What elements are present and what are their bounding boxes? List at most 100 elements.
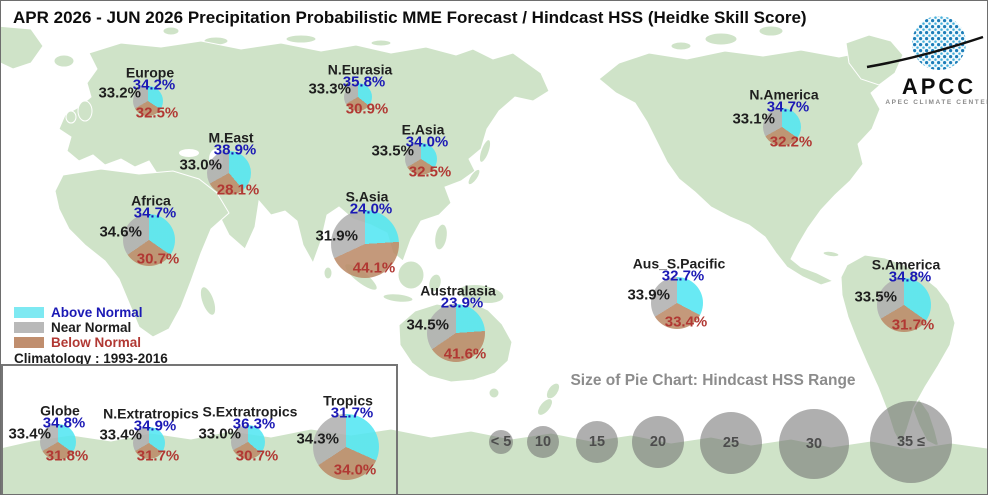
pie-above-value-s-america: 34.8%: [888, 268, 932, 286]
pie-near-value-n-america: 33.1%: [732, 110, 775, 128]
pie-below-value-europe: 32.5%: [135, 104, 179, 122]
probability-legend: Above Normal Near Normal Below Normal Cl…: [14, 305, 168, 366]
landmass-ireland: [65, 110, 77, 124]
landmass-java: [382, 293, 414, 303]
pie-above-value-s-asia: 24.0%: [349, 200, 393, 218]
pie-near-value-s-america: 33.5%: [854, 288, 897, 306]
size-legend-circle-1: 10: [527, 426, 559, 458]
pie-near-value-australasia: 34.5%: [406, 316, 449, 334]
landmass-canadian-arctic-2: [758, 25, 784, 37]
pie-n-america: [763, 108, 801, 146]
landmass-svalbard: [162, 26, 180, 36]
pie-region-label-e-asia: E.Asia: [401, 121, 445, 138]
pie-above-value-m-east: 38.9%: [213, 141, 257, 159]
pie-below-value-m-east: 28.1%: [216, 181, 260, 199]
size-legend-circle-0: < 5: [489, 430, 513, 454]
above-normal-swatch: [14, 307, 44, 318]
pie-region-label-s-extratropics: S.Extratropics: [202, 403, 298, 420]
pie-region-label-n-america: N.America: [749, 86, 819, 103]
legend-item-below: Below Normal: [14, 335, 168, 350]
pie-near-value-europe: 33.2%: [98, 84, 141, 102]
landmass-borneo: [397, 260, 425, 290]
landmass-canadian-arctic-1: [704, 32, 738, 46]
pie-above-value-australasia: 23.9%: [440, 294, 484, 312]
pie-below-value-africa: 30.7%: [136, 250, 180, 268]
landmass-iceland: [53, 54, 75, 68]
pie-n-eurasia: [344, 83, 372, 111]
pie-region-label-australasia: Australasia: [420, 282, 496, 299]
pie-below-value-n-extratropics: 31.7%: [136, 447, 180, 465]
climatology-note: Climatology : 1993-2016: [14, 351, 168, 366]
landmass-philippines: [434, 223, 448, 251]
landmass-japan-north: [478, 139, 492, 163]
legend-item-near: Near Normal: [14, 320, 168, 335]
size-legend-circle-2: 15: [576, 421, 618, 463]
apcc-logo-text: APCC: [902, 74, 976, 99]
pie-above-value-s-extratropics: 36.3%: [232, 415, 276, 433]
legend-item-above: Above Normal: [14, 305, 168, 320]
landmass-madagascar: [199, 286, 217, 316]
pie-region-label-globe: Globe: [40, 402, 80, 419]
pie-region-label-s-asia: S.Asia: [345, 188, 389, 205]
landmass-britain: [77, 100, 93, 122]
pie-near-value-globe: 33.4%: [8, 425, 51, 443]
pie-near-value-s-asia: 31.9%: [315, 227, 358, 245]
pie-globe: [40, 424, 76, 460]
landmass-srilanka: [323, 266, 333, 280]
pie-above-value-globe: 34.8%: [42, 414, 86, 432]
pie-below-value-s-extratropics: 30.7%: [235, 447, 279, 465]
pie-near-value-n-eurasia: 33.3%: [308, 80, 351, 98]
pie-region-label-m-east: M.East: [208, 129, 254, 146]
pie-below-value-e-asia: 32.5%: [408, 163, 452, 181]
pie-below-value-globe: 31.8%: [45, 447, 89, 465]
pie-aus-s-pacific: [651, 277, 703, 329]
pie-above-value-e-asia: 34.0%: [405, 133, 449, 151]
pie-europe: [133, 86, 163, 116]
below-normal-label: Below Normal: [51, 335, 142, 350]
black-sea: [179, 149, 199, 157]
pie-region-label-s-america: S.America: [871, 256, 941, 273]
landmass-sulawesi: [428, 273, 442, 293]
pie-near-value-e-asia: 33.5%: [371, 142, 414, 160]
pie-near-value-aus-s-pacific: 33.9%: [627, 286, 670, 304]
landmass-arctic-island-3: [370, 39, 392, 47]
pie-region-label-tropics: Tropics: [323, 392, 373, 409]
pie-below-value-s-america: 31.7%: [891, 316, 935, 334]
pie-above-value-africa: 34.7%: [133, 204, 177, 222]
pie-above-value-europe: 34.2%: [132, 76, 176, 94]
pie-below-value-n-america: 32.2%: [769, 133, 813, 151]
pie-region-label-africa: Africa: [131, 192, 171, 209]
pie-above-value-tropics: 31.7%: [330, 404, 374, 422]
apcc-swoosh: [866, 35, 984, 69]
pie-region-label-n-extratropics: N.Extratropics: [103, 405, 199, 422]
landmass-greenland: [845, 34, 904, 86]
pie-near-value-n-extratropics: 33.4%: [99, 426, 142, 444]
pie-below-value-australasia: 41.6%: [443, 345, 487, 363]
size-legend-circle-4: 25: [700, 412, 762, 474]
pie-below-value-n-eurasia: 30.9%: [345, 100, 389, 118]
landmass-tasmania: [488, 387, 500, 399]
pie-n-extratropics: [133, 427, 165, 459]
size-legend-title: Size of Pie Chart: Hindcast HSS Range: [570, 372, 856, 389]
landmass-greenland-wrap: [1, 25, 44, 70]
landmass-new-guinea: [457, 284, 505, 304]
pie-region-label-aus-s-pacific: Aus_S.Pacific: [632, 255, 726, 272]
pie-above-value-aus-s-pacific: 32.7%: [661, 267, 705, 285]
regional-means-box: [1, 364, 398, 494]
above-normal-label: Above Normal: [51, 305, 143, 320]
pie-region-label-n-eurasia: N.Eurasia: [327, 61, 393, 78]
pie-region-label-europe: Europe: [125, 64, 175, 81]
size-legend-circle-6: 35 ≤: [870, 401, 952, 483]
pie-australasia: [427, 304, 485, 362]
landmass-north-america: [598, 49, 897, 286]
pie-below-value-s-asia: 44.1%: [352, 259, 396, 277]
pie-below-value-tropics: 34.0%: [333, 461, 377, 479]
landmass-canadian-arctic-3: [670, 41, 692, 51]
landmass-cuba: [822, 250, 840, 258]
size-legend-circle-3: 20: [632, 416, 684, 468]
pie-near-value-africa: 34.6%: [99, 223, 142, 241]
apcc-globe-icon: [912, 16, 966, 70]
pie-near-value-tropics: 34.3%: [296, 430, 339, 448]
landmass-japan-south: [467, 168, 481, 186]
